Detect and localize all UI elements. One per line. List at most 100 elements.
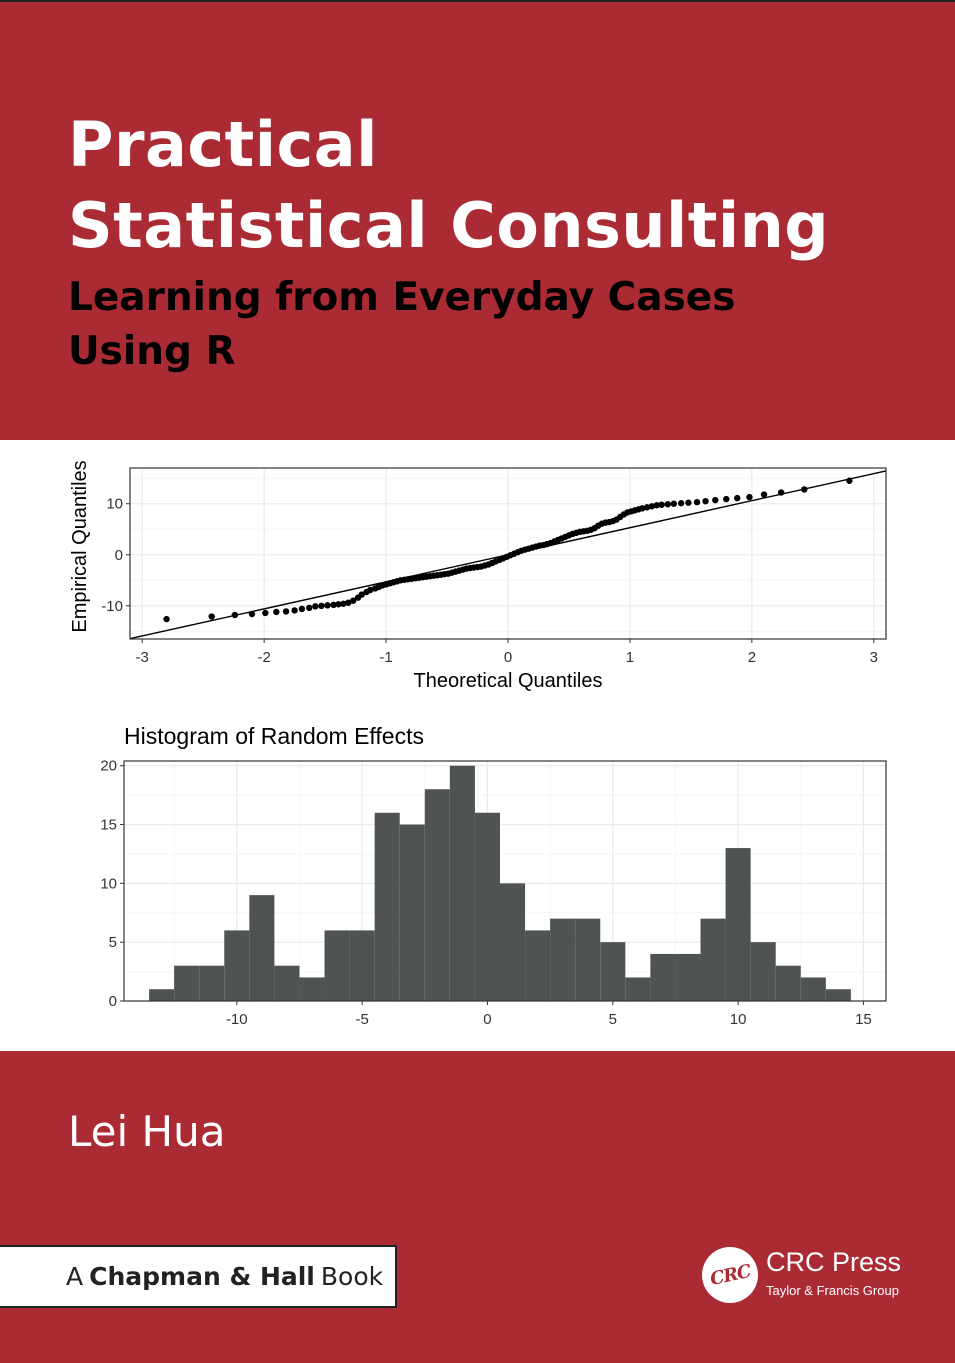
qq-y-tick-label: -10	[101, 598, 123, 615]
qq-y-axis-title: Empirical Quantiles	[69, 460, 91, 632]
hist-bar	[324, 930, 350, 1001]
hist-bar	[424, 789, 450, 1001]
hist-bar	[625, 977, 651, 1001]
qq-point	[318, 602, 325, 610]
qq-point	[367, 586, 374, 594]
qq-point	[335, 601, 342, 608]
qq-point	[282, 608, 290, 615]
qq-point	[760, 491, 768, 498]
qq-y-tick-label: 0	[115, 547, 123, 564]
book-subtitle-line-1: Learning from Everyday Cases	[68, 275, 736, 320]
qq-x-tick-label: 0	[504, 649, 512, 666]
hist-y-tick-label: 20	[100, 758, 117, 775]
series-badge: A Chapman & Hall Book	[0, 1245, 397, 1308]
hist-bar	[750, 942, 776, 1001]
crc-logo-icon: CRC	[702, 1247, 758, 1303]
series-prefix: A	[66, 1262, 84, 1291]
hist-x-tick-label: -5	[355, 1011, 368, 1028]
hist-bar	[550, 918, 576, 1001]
book-title-line-2: Statistical Consulting	[68, 189, 830, 262]
hist-bar	[775, 965, 801, 1001]
hist-bar	[725, 848, 751, 1001]
qq-point	[163, 615, 170, 623]
hist-bar	[199, 965, 225, 1001]
hist-bar	[299, 977, 325, 1001]
qq-point	[712, 496, 719, 504]
qq-point	[291, 607, 298, 614]
hist-x-tick-label: 5	[609, 1011, 617, 1028]
qq-point	[777, 489, 785, 496]
qq-point	[643, 504, 651, 511]
hist-bar	[449, 765, 475, 1001]
hist-bar	[650, 953, 676, 1001]
hist-x-tick-label: -10	[226, 1011, 248, 1028]
qq-point	[340, 600, 347, 607]
qq-point	[330, 601, 337, 608]
qq-point	[670, 500, 678, 507]
qq-point	[358, 591, 365, 598]
hist-x-tick-label: 10	[730, 1011, 747, 1028]
hist-bar	[374, 812, 400, 1001]
qq-point	[324, 602, 331, 609]
book-title-line-1: Practical	[68, 108, 378, 181]
qq-point	[846, 477, 853, 484]
hist-bar	[800, 977, 826, 1001]
hist-bar	[525, 930, 551, 1001]
hist-bar	[274, 965, 300, 1001]
qq-point	[685, 499, 692, 506]
qq-point	[349, 597, 357, 604]
qq-y-tick-label: 10	[106, 496, 123, 513]
qq-point	[801, 486, 808, 493]
crc-logo-text: CRC	[707, 1260, 753, 1290]
hist-y-tick-label: 15	[100, 817, 117, 834]
qq-point	[231, 611, 239, 619]
qq-point	[746, 493, 753, 501]
qq-point	[248, 610, 256, 618]
publisher-name: CRC Press	[766, 1247, 902, 1277]
qq-x-tick-label: 1	[626, 649, 634, 666]
hist-bar	[249, 895, 275, 1001]
qq-x-tick-label: -2	[257, 649, 270, 666]
hist-bar	[224, 930, 250, 1001]
qq-x-tick-label: -1	[379, 649, 392, 666]
qq-point	[677, 500, 685, 507]
hist-bar	[499, 883, 526, 1001]
qq-point	[306, 604, 313, 612]
author-name: Lei Hua	[68, 1107, 226, 1156]
qq-point	[723, 495, 730, 503]
qq-point	[693, 499, 701, 506]
book-subtitle-line-2: Using R	[68, 329, 236, 374]
qq-point	[345, 599, 352, 606]
hist-y-tick-label: 5	[109, 934, 117, 951]
qq-point	[664, 501, 671, 508]
hist-x-tick-label: 15	[855, 1011, 872, 1028]
hist-bar	[575, 918, 601, 1001]
hist-bar	[474, 812, 500, 1001]
hist-bar	[349, 930, 375, 1001]
qq-point	[653, 502, 660, 509]
qq-x-tick-label: -3	[136, 649, 149, 666]
qq-point	[648, 503, 656, 510]
qq-point	[312, 603, 319, 610]
qq-x-tick-label: 2	[748, 649, 756, 666]
qq-point	[262, 609, 269, 617]
hist-bar	[675, 953, 701, 1001]
author-band	[0, 1051, 955, 1363]
hist-panel-border	[123, 760, 887, 1002]
hist-y-tick-label: 10	[100, 875, 117, 892]
qq-point	[658, 501, 665, 508]
hist-bar	[600, 942, 626, 1001]
qq-x-tick-label: 3	[870, 649, 878, 666]
title-band: Practical Statistical Consulting Learnin…	[0, 0, 955, 440]
hist-x-tick-label: 0	[483, 1011, 491, 1028]
publisher-group: Taylor & Francis Group	[766, 1283, 899, 1298]
series-name: Chapman & Hall	[89, 1262, 315, 1291]
hist-bar	[149, 989, 175, 1001]
qq-point	[702, 497, 709, 505]
hist-bar	[399, 824, 425, 1001]
chart-band: -3 -2 -1 0 1 2 3 -10 0 10 Theoretical Quantiles Emp…	[0, 440, 955, 1051]
hist-y-tick-label: 0	[109, 993, 117, 1010]
hist-title: Histogram of Random Effects	[124, 723, 424, 749]
qq-point	[638, 505, 646, 512]
